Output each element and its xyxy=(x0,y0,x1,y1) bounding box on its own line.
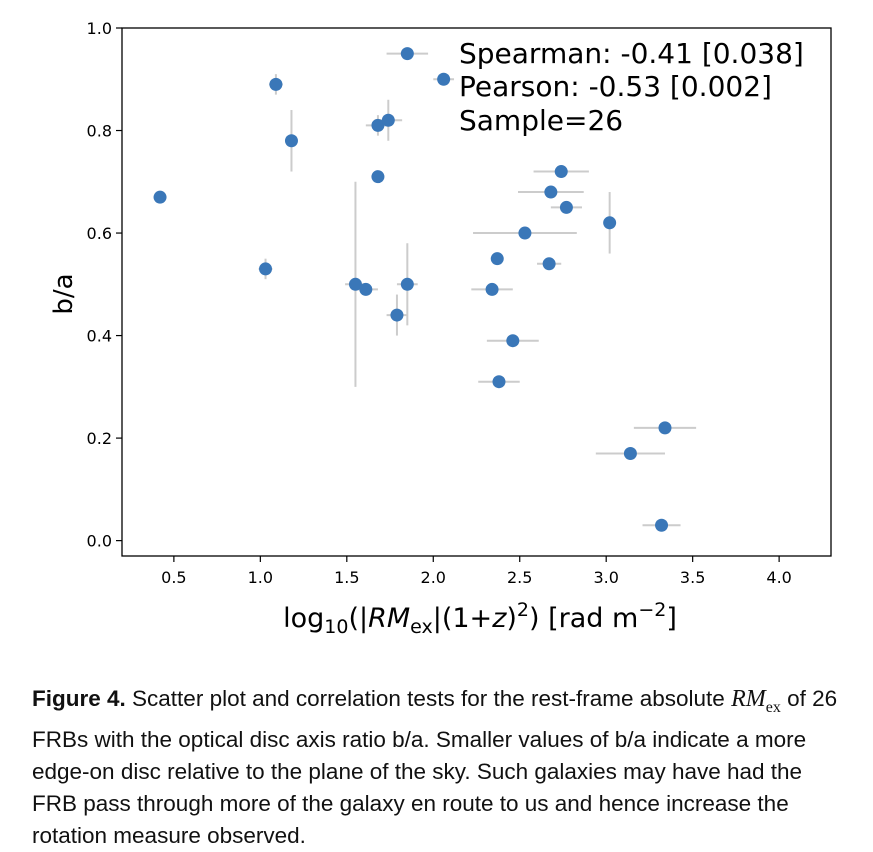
data-point xyxy=(400,277,414,291)
data-point xyxy=(544,185,558,199)
y-tick-label: 0.8 xyxy=(87,122,112,141)
y-axis: 0.0 0.2 0.4 0.6 0.8 1.0 xyxy=(87,19,122,551)
data-point xyxy=(542,257,556,271)
x-tick-label: 2.5 xyxy=(507,568,532,587)
data-point xyxy=(603,216,617,230)
data-point xyxy=(284,134,298,148)
data-point xyxy=(153,190,167,204)
caption-rm-symbol: RMex xyxy=(731,686,781,716)
data-point xyxy=(371,170,385,184)
annotation-sample: Sample=26 xyxy=(459,104,623,137)
y-tick-label: 0.6 xyxy=(87,224,112,243)
data-point xyxy=(492,375,506,389)
x-tick-label: 1.5 xyxy=(334,568,359,587)
data-point xyxy=(400,47,414,61)
y-axis-label: b/a xyxy=(49,273,79,314)
scatter-chart: 0.5 1.0 1.5 2.0 2.5 3.0 3.5 4.0 0.0 0.2 0.4 0.6 0.8… xyxy=(49,19,832,638)
data-point xyxy=(437,72,451,86)
y-tick-label: 0.2 xyxy=(87,429,112,448)
annotation-pearson: Pearson: -0.53 [0.002] xyxy=(459,70,772,103)
data-point xyxy=(506,334,520,348)
data-point xyxy=(655,518,669,532)
x-tick-label: 0.5 xyxy=(161,568,186,587)
x-tick-label: 3.5 xyxy=(680,568,705,587)
data-point xyxy=(381,113,395,127)
plot-frame xyxy=(121,27,832,557)
y-tick-label: 1.0 xyxy=(87,19,112,38)
points-layer xyxy=(153,47,672,532)
x-axis-label: log10(|RMex|(1+z)2) [rad m−2] xyxy=(283,599,677,638)
stats-annotation: Spearman: -0.41 [0.038] Pearson: -0.53 [… xyxy=(459,37,804,137)
data-point xyxy=(623,446,637,460)
data-point xyxy=(518,226,532,240)
data-point xyxy=(269,77,283,91)
x-axis: 0.5 1.0 1.5 2.0 2.5 3.0 3.5 4.0 xyxy=(161,556,792,587)
caption-label: Figure 4. xyxy=(32,686,126,711)
annotation-spearman: Spearman: -0.41 [0.038] xyxy=(459,37,804,70)
data-point xyxy=(259,262,273,276)
caption-text-before: Scatter plot and correlation tests for t… xyxy=(125,686,732,711)
data-point xyxy=(490,252,504,266)
data-point xyxy=(359,282,373,296)
figure-caption: Figure 4. Scatter plot and correlation t… xyxy=(32,683,852,852)
y-tick-label: 0.0 xyxy=(87,532,112,551)
data-point xyxy=(371,118,385,132)
x-tick-label: 3.0 xyxy=(593,568,618,587)
x-tick-label: 2.0 xyxy=(421,568,446,587)
data-point xyxy=(348,277,362,291)
data-point xyxy=(658,421,672,435)
y-tick-label: 0.4 xyxy=(87,327,112,346)
data-point xyxy=(390,308,404,322)
data-point xyxy=(554,165,568,179)
data-point xyxy=(485,282,499,296)
x-tick-label: 1.0 xyxy=(248,568,273,587)
caption-text-after: of 26 FRBs with the optical disc axis ra… xyxy=(32,686,838,848)
data-point xyxy=(559,200,573,214)
x-tick-label: 4.0 xyxy=(766,568,791,587)
